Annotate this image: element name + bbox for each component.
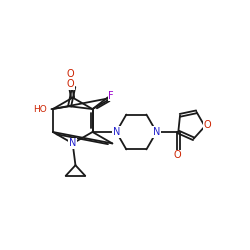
Text: F: F — [108, 91, 114, 101]
Text: N: N — [112, 127, 120, 137]
Text: HO: HO — [33, 104, 46, 114]
Text: O: O — [204, 120, 212, 130]
Text: O: O — [174, 150, 182, 160]
Text: N: N — [69, 138, 76, 148]
Text: O: O — [66, 79, 74, 89]
Text: N: N — [153, 127, 160, 137]
Text: O: O — [66, 69, 74, 79]
